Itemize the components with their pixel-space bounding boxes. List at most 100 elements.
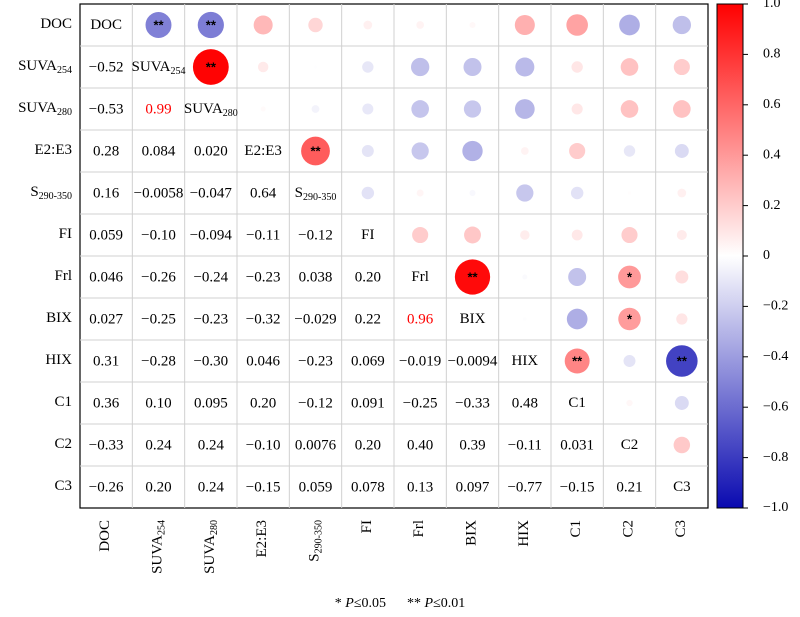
row-label-sub: 280 [57, 107, 72, 118]
row-label-main: DOC [40, 16, 72, 32]
correlation-circles [145, 11, 698, 454]
diagonal-label-main: SUVA [184, 101, 223, 117]
correlation-circle [566, 308, 588, 330]
correlation-value: −0.10 [141, 227, 176, 243]
correlation-value: 0.097 [456, 479, 490, 495]
correlation-value: 0.038 [299, 269, 333, 285]
diagonal-label: E2:E3 [244, 143, 282, 159]
column-label: C1 [569, 520, 585, 538]
column-label-group: E2:E3 [255, 520, 271, 558]
column-label-group: HIX [516, 520, 532, 547]
correlation-circle [454, 259, 491, 295]
footnote-threshold-1: ≤0.05 [353, 596, 386, 611]
correlation-circle [463, 58, 482, 76]
correlation-value: −0.047 [190, 185, 233, 201]
diagonal-label: DOC [90, 17, 122, 33]
row-label-main: BIX [46, 310, 72, 326]
column-label: HIX [516, 520, 532, 547]
significance-mark: ** [310, 143, 321, 158]
column-label-main: C2 [621, 520, 637, 538]
significance-mark: ** [206, 17, 217, 32]
column-label-main: C1 [569, 520, 585, 538]
diagonal-label: C3 [673, 479, 691, 495]
correlation-circle [674, 396, 689, 410]
diagonal-label: HIX [511, 353, 538, 369]
colorbar-tick-label: 0.4 [763, 147, 781, 162]
diagonal-label-main: HIX [511, 353, 538, 369]
column-label-group: SUVA280 [202, 520, 220, 574]
axis-labels: DOCSUVA254SUVA280E2:E3S290-350FIFrlBIXHI… [18, 16, 689, 573]
column-label-main: S [307, 553, 323, 561]
correlation-value: 0.046 [246, 353, 280, 369]
diagonal-label-sub: 280 [223, 108, 238, 119]
correlation-circle [361, 186, 375, 200]
correlation-value: −0.53 [89, 101, 124, 117]
diagonal-label: SUVA254 [132, 59, 186, 77]
correlation-value: 0.20 [355, 269, 381, 285]
correlation-circle [469, 22, 476, 28]
correlation-value: −0.25 [403, 395, 438, 411]
correlation-circle [620, 58, 639, 76]
correlation-circle [571, 229, 583, 241]
correlation-value: 0.059 [89, 227, 123, 243]
row-label: SUVA254 [18, 58, 72, 76]
diagonal-label-main: C3 [673, 479, 691, 495]
correlation-circle [416, 189, 424, 197]
correlation-circle [570, 186, 584, 200]
correlation-value: 0.24 [198, 479, 225, 495]
correlation-circle [260, 106, 266, 112]
correlation-value: −0.12 [298, 395, 333, 411]
correlation-value: 0.28 [93, 143, 119, 159]
diagonal-label: FI [361, 227, 374, 243]
correlation-circle [674, 144, 689, 158]
column-label-group: DOC [98, 520, 114, 552]
row-label: DOC [40, 16, 72, 32]
correlation-circle [411, 142, 429, 160]
row-label-main: E2:E3 [35, 142, 73, 158]
diagonal-label-main: FI [361, 227, 374, 243]
correlation-circle [673, 436, 691, 454]
correlation-value: −0.32 [246, 311, 281, 327]
correlation-value: 0.0076 [295, 437, 337, 453]
footnote-single-star: * [334, 596, 346, 611]
row-label: SUVA280 [18, 100, 72, 118]
diagonal-label: C2 [621, 437, 639, 453]
row-label-main: C3 [54, 478, 72, 494]
significance-mark: ** [153, 17, 164, 32]
footnote-double-star: ** [407, 596, 425, 611]
row-label-main: SUVA [18, 100, 57, 116]
correlation-circle [627, 191, 632, 195]
row-label-sub: 254 [57, 65, 72, 76]
column-label-sub: 280 [209, 520, 220, 535]
diagonal-label-main: C1 [568, 395, 586, 411]
correlation-value: 0.36 [93, 395, 120, 411]
colorbar-tick-label: 0.2 [763, 198, 781, 213]
row-label: C1 [54, 394, 72, 410]
correlation-value: −0.77 [507, 479, 542, 495]
diagonal-label-main: C2 [621, 437, 639, 453]
correlation-value: −0.23 [298, 353, 333, 369]
significance-mark: * [627, 311, 633, 326]
correlation-circle [361, 145, 374, 157]
correlation-value: 0.99 [145, 101, 171, 117]
significance-mark: ** [677, 353, 688, 368]
correlation-value: 0.39 [459, 437, 485, 453]
correlation-circle [362, 103, 374, 115]
correlation-circle [618, 307, 641, 331]
footnote-threshold-2: ≤0.01 [433, 596, 466, 611]
correlation-value: 0.96 [407, 311, 434, 327]
correlation-circle [412, 226, 429, 244]
correlation-value: 0.48 [512, 395, 538, 411]
column-label: Frl [412, 520, 428, 538]
column-label-main: BIX [464, 520, 480, 546]
correlation-circle [623, 355, 636, 367]
column-label: SUVA280 [202, 520, 220, 574]
significance-footnote: * P≤0.05 ** P≤0.01 [0, 596, 800, 612]
correlation-value: 0.21 [616, 479, 642, 495]
correlation-value: −0.0058 [134, 185, 184, 201]
correlation-value: 0.078 [351, 479, 385, 495]
correlation-value: 0.095 [194, 395, 228, 411]
column-label-group: S290-350 [307, 520, 325, 562]
diagonal-label: BIX [460, 311, 486, 327]
